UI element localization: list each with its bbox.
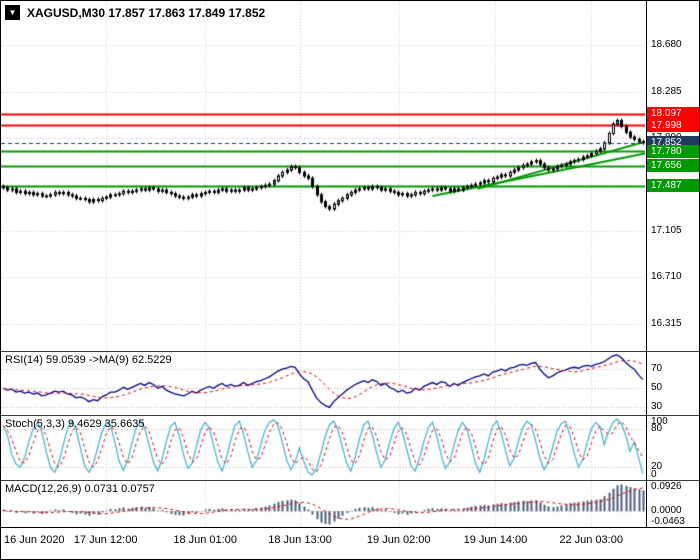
dropdown-arrow-icon: ▼ [8,7,17,17]
price-axis-label: 17.105 [651,224,682,236]
symbol-dropdown-button[interactable]: ▼ [5,5,20,20]
price-axis-label: 18.285 [651,85,682,97]
time-axis-label: 16 Jun 2020 [4,534,65,546]
level-price-label[interactable]: 17.780 [647,144,699,158]
main-chart-pane: 18.68018.28517.89017.49517.10516.71016.3… [1,1,699,351]
stochastic-axis: 100 80 20 0 [646,416,699,480]
price-axis: 18.68018.28517.89017.49517.10516.71016.3… [646,1,699,351]
level-price-label[interactable]: 17.656 [647,159,699,173]
indicator-axis-label: -0.0463 [651,516,685,527]
indicator-axis-label: 70 [651,363,663,375]
macd-axis: 0.0926 0.0000 -0.0463 [646,481,699,527]
rsi-title: RSI(14) 59.0539 ->MA(9) 62.5229 [5,354,172,366]
level-price-label[interactable]: 17.998 [647,118,699,132]
time-axis-label: 17 Jun 12:00 [73,534,138,546]
indicator-axis-label: 0.0000 [651,505,682,517]
time-axis: 16 Jun 2020 17 Jun 12:00 18 Jun 01:00 18 Ju… [1,527,699,559]
indicator-axis-label: 0 [651,469,657,480]
rsi-canvas[interactable] [1,352,645,415]
indicator-axis-label: 50 [651,382,663,394]
level-price-label[interactable]: 17.487 [647,179,699,193]
ohlc-header-text: XAGUSD,M30 17.857 17.863 17.849 17.852 [27,5,266,20]
price-axis-label: 16.315 [651,317,682,329]
time-axis-label: 22 Jun 03:00 [559,534,623,546]
price-axis-label: 18.680 [651,39,682,51]
rsi-indicator-pane: 70 50 30 RSI(14) 59.0539 ->MA(9) 62.5229 [1,351,699,415]
time-axis-label: 19 Jun 14:00 [463,534,528,546]
indicator-axis-label: 0.0926 [651,481,682,492]
macd-title: MACD(12,26,9) 0.0731 0.0757 [5,483,155,495]
stochastic-indicator-pane: 100 80 20 0 Stoch(5,3,3) 9.4629 35.6635 [1,415,699,480]
macd-indicator-pane: 0.0926 0.0000 -0.0463 MACD(12,26,9) 0.0731… [1,480,699,527]
level-price-label[interactable]: 18.097 [647,107,699,121]
time-axis-label: 18 Jun 13:00 [268,534,332,546]
time-axis-label: 18 Jun 01:00 [173,534,237,546]
stochastic-canvas[interactable] [1,416,645,480]
rsi-axis: 70 50 30 [646,352,699,415]
chart-header: ▼ XAGUSD,M30 17.857 17.863 17.849 17.852 [5,5,265,20]
indicator-axis-label: 20 [651,461,663,473]
stochastic-title: Stoch(5,3,3) 9.4629 35.6635 [5,418,145,430]
macd-canvas[interactable] [1,481,645,527]
indicator-axis-label: 80 [651,422,663,434]
time-axis-label: 19 Jun 02:00 [366,534,431,546]
indicator-axis-label: 100 [651,416,668,427]
price-axis-label: 16.710 [651,271,682,283]
price-chart-canvas[interactable] [1,1,645,351]
indicator-axis-label: 30 [651,401,663,413]
